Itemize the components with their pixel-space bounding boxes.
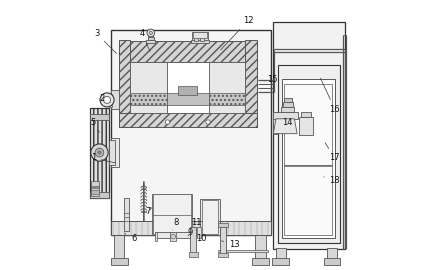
Text: 10: 10 xyxy=(196,234,206,243)
Bar xyxy=(140,211,147,212)
Bar xyxy=(111,138,119,167)
Text: 5: 5 xyxy=(91,118,100,132)
Text: 6: 6 xyxy=(124,234,136,243)
Bar xyxy=(273,22,345,249)
Bar xyxy=(155,232,190,238)
Bar xyxy=(109,140,115,165)
Bar xyxy=(255,234,265,259)
Polygon shape xyxy=(273,119,297,134)
Bar xyxy=(200,199,220,235)
Bar xyxy=(119,41,256,62)
Bar xyxy=(90,108,109,198)
Bar xyxy=(153,194,191,234)
Circle shape xyxy=(98,151,101,154)
Bar xyxy=(95,186,99,188)
Circle shape xyxy=(149,31,152,35)
Bar xyxy=(281,107,295,112)
Bar xyxy=(90,192,109,198)
Bar xyxy=(148,37,154,40)
Circle shape xyxy=(165,120,170,124)
Bar xyxy=(90,190,99,194)
Bar xyxy=(130,93,167,105)
Bar xyxy=(209,93,245,105)
Bar xyxy=(167,93,209,105)
Bar xyxy=(252,258,269,265)
Bar xyxy=(278,65,340,243)
Bar xyxy=(90,114,109,120)
Text: 16: 16 xyxy=(320,78,340,114)
Bar xyxy=(111,221,271,235)
Text: 1: 1 xyxy=(91,153,115,163)
Bar xyxy=(147,40,155,43)
Bar xyxy=(114,234,124,259)
Bar xyxy=(194,33,198,41)
Bar xyxy=(170,232,176,241)
Text: 3: 3 xyxy=(94,29,117,53)
Bar xyxy=(130,62,245,113)
Bar xyxy=(189,252,198,256)
Bar xyxy=(119,40,130,127)
Bar xyxy=(152,194,192,235)
Bar xyxy=(218,253,228,257)
Bar xyxy=(283,102,293,107)
Circle shape xyxy=(100,93,114,107)
Bar xyxy=(90,186,94,188)
Text: 17: 17 xyxy=(325,143,340,163)
Bar xyxy=(301,112,311,117)
Bar xyxy=(119,113,256,127)
Bar xyxy=(148,33,153,37)
Bar xyxy=(178,86,197,95)
Bar xyxy=(273,112,298,119)
Text: 13: 13 xyxy=(222,240,240,249)
Bar xyxy=(282,79,335,238)
Circle shape xyxy=(147,29,155,37)
Bar xyxy=(193,32,206,38)
Bar xyxy=(327,248,337,259)
Bar xyxy=(284,98,291,102)
Bar xyxy=(191,40,209,43)
Bar xyxy=(90,108,109,198)
Circle shape xyxy=(91,144,108,161)
Circle shape xyxy=(171,234,175,239)
Bar xyxy=(130,62,167,113)
Bar xyxy=(148,30,153,41)
Bar xyxy=(111,90,120,109)
Text: 11: 11 xyxy=(190,218,201,230)
Bar xyxy=(245,40,256,127)
Bar xyxy=(109,94,113,107)
Bar xyxy=(190,227,196,254)
Bar xyxy=(197,227,201,238)
Bar xyxy=(202,200,218,234)
Bar xyxy=(284,84,332,235)
Text: 15: 15 xyxy=(264,75,277,84)
Text: 2: 2 xyxy=(100,94,110,103)
Text: 14: 14 xyxy=(282,118,293,127)
Bar xyxy=(220,227,226,254)
Bar xyxy=(124,198,128,231)
Bar xyxy=(111,221,271,235)
Bar xyxy=(90,181,99,196)
Text: 9: 9 xyxy=(188,228,193,237)
Circle shape xyxy=(95,148,104,157)
Bar xyxy=(192,32,208,41)
Text: 18: 18 xyxy=(323,176,340,185)
Circle shape xyxy=(104,96,111,103)
Bar xyxy=(299,117,313,135)
Text: 12: 12 xyxy=(221,16,254,50)
Bar xyxy=(218,223,228,227)
Bar xyxy=(276,248,286,259)
Bar xyxy=(155,232,157,241)
Bar xyxy=(111,258,128,265)
Text: 4: 4 xyxy=(139,29,150,52)
Bar xyxy=(200,33,205,41)
Text: 7: 7 xyxy=(145,207,152,217)
Bar xyxy=(218,250,268,252)
Bar xyxy=(323,258,340,265)
Bar xyxy=(111,30,271,235)
Bar xyxy=(209,62,245,113)
Text: 8: 8 xyxy=(172,218,178,230)
Bar xyxy=(272,258,289,265)
Circle shape xyxy=(206,120,210,124)
Bar xyxy=(273,112,277,134)
